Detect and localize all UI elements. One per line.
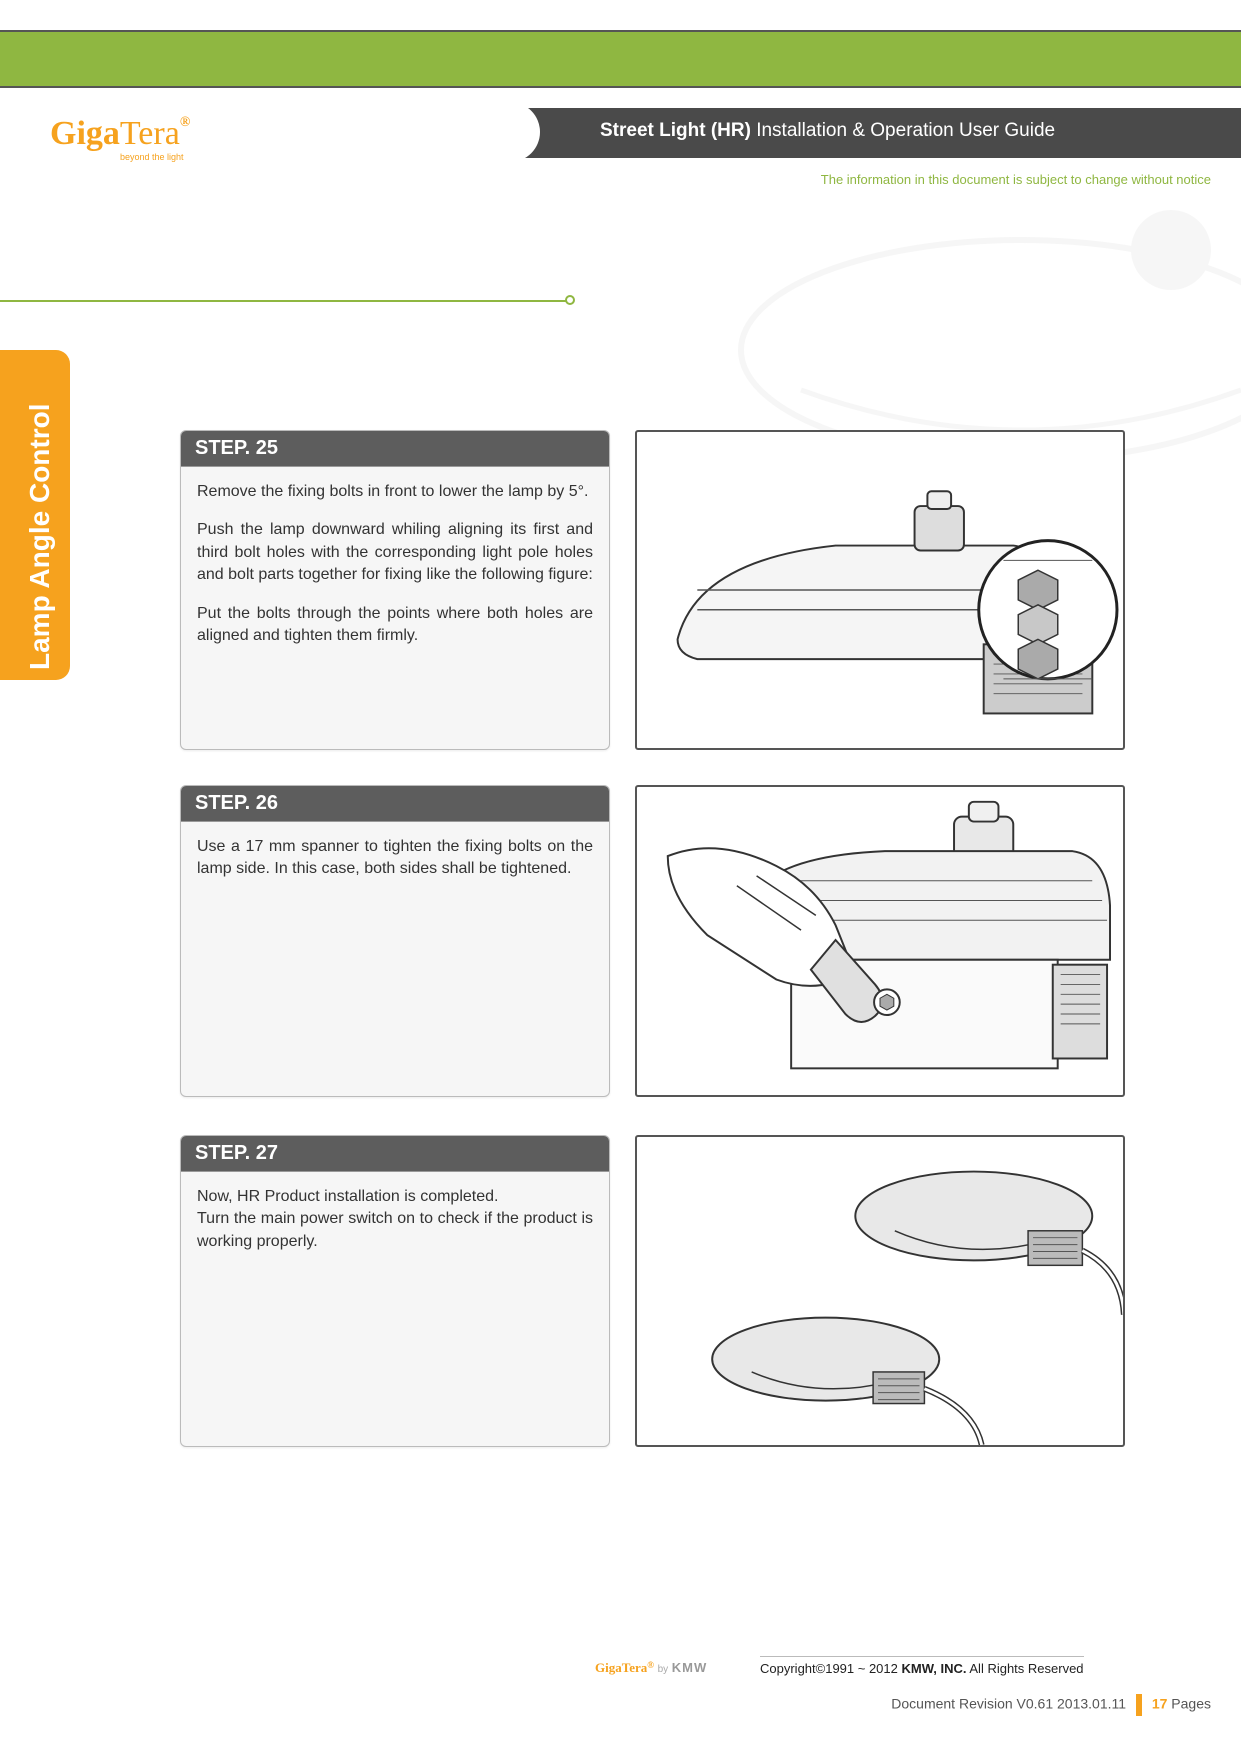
step-body: Remove the fixing bolts in front to lowe… — [181, 467, 609, 661]
top-green-bar — [0, 30, 1241, 88]
step-body: Use a 17 mm spanner to tighten the fixin… — [181, 822, 609, 895]
copyright-post: All Rights Reserved — [966, 1661, 1083, 1676]
step-paragraph: Push the lamp downward whiling aligning … — [197, 519, 593, 586]
copyright-bold: KMW, INC. — [901, 1661, 966, 1676]
footer-logo: GigaTera® by KMW — [595, 1660, 707, 1676]
step-card-27: STEP. 27 Now, HR Product installation is… — [180, 1135, 610, 1447]
revision-text: Document Revision V0.61 2013.01.11 — [891, 1696, 1126, 1712]
step-card-25: STEP. 25 Remove the fixing bolts in fron… — [180, 430, 610, 750]
header-title-rest: Installation & Operation User Guide — [751, 120, 1055, 141]
page-separator — [1136, 1694, 1142, 1716]
copyright-line: Copyright©1991 ~ 2012 KMW, INC. All Righ… — [760, 1656, 1084, 1676]
figure-27 — [635, 1135, 1125, 1447]
brand-logo: GigaTera® — [50, 115, 190, 153]
logo-reg: ® — [180, 115, 190, 130]
step-paragraph: Put the bolts through the points where b… — [197, 603, 593, 648]
copyright-pre: Copyright©1991 ~ 2012 — [760, 1661, 901, 1676]
step-paragraph: Remove the fixing bolts in front to lowe… — [197, 481, 593, 503]
step-card-26: STEP. 26 Use a 17 mm spanner to tighten … — [180, 785, 610, 1097]
page-number: 17 — [1152, 1696, 1168, 1712]
horizontal-rule — [0, 300, 570, 302]
step-body: Now, HR Product installation is complete… — [181, 1172, 609, 1267]
step-header: STEP. 26 — [181, 786, 609, 822]
step-paragraph: Use a 17 mm spanner to tighten the fixin… — [197, 836, 593, 881]
footer-by: by — [658, 1664, 669, 1675]
figure-25 — [635, 430, 1125, 750]
footer-reg: ® — [647, 1660, 654, 1670]
footer-kmw: KMW — [672, 1660, 708, 1675]
logo-part2: Tera — [120, 115, 180, 152]
step-header: STEP. 27 — [181, 1136, 609, 1172]
header-title: Street Light (HR) Installation & Operati… — [600, 120, 1055, 142]
horizontal-rule-dot — [565, 295, 575, 305]
lamp-bolt-diagram — [637, 432, 1123, 748]
footer-brand: GigaTera — [595, 1660, 647, 1675]
section-tab-label: Lamp Angle Control — [24, 403, 56, 670]
disclaimer-text: The information in this document is subj… — [821, 172, 1211, 187]
logo-part1: Giga — [50, 115, 120, 152]
page-label: Pages — [1167, 1696, 1211, 1712]
figure-26 — [635, 785, 1125, 1097]
step-header: STEP. 25 — [181, 431, 609, 467]
doc-revision: Document Revision V0.61 2013.01.11 17 Pa… — [891, 1694, 1211, 1716]
step-paragraph: Now, HR Product installation is complete… — [197, 1186, 593, 1253]
logo-tagline: beyond the light — [120, 152, 184, 162]
header-title-bold: Street Light (HR) — [600, 120, 751, 141]
installed-lamp-diagram — [637, 1137, 1123, 1445]
spanner-tighten-diagram — [637, 787, 1123, 1095]
